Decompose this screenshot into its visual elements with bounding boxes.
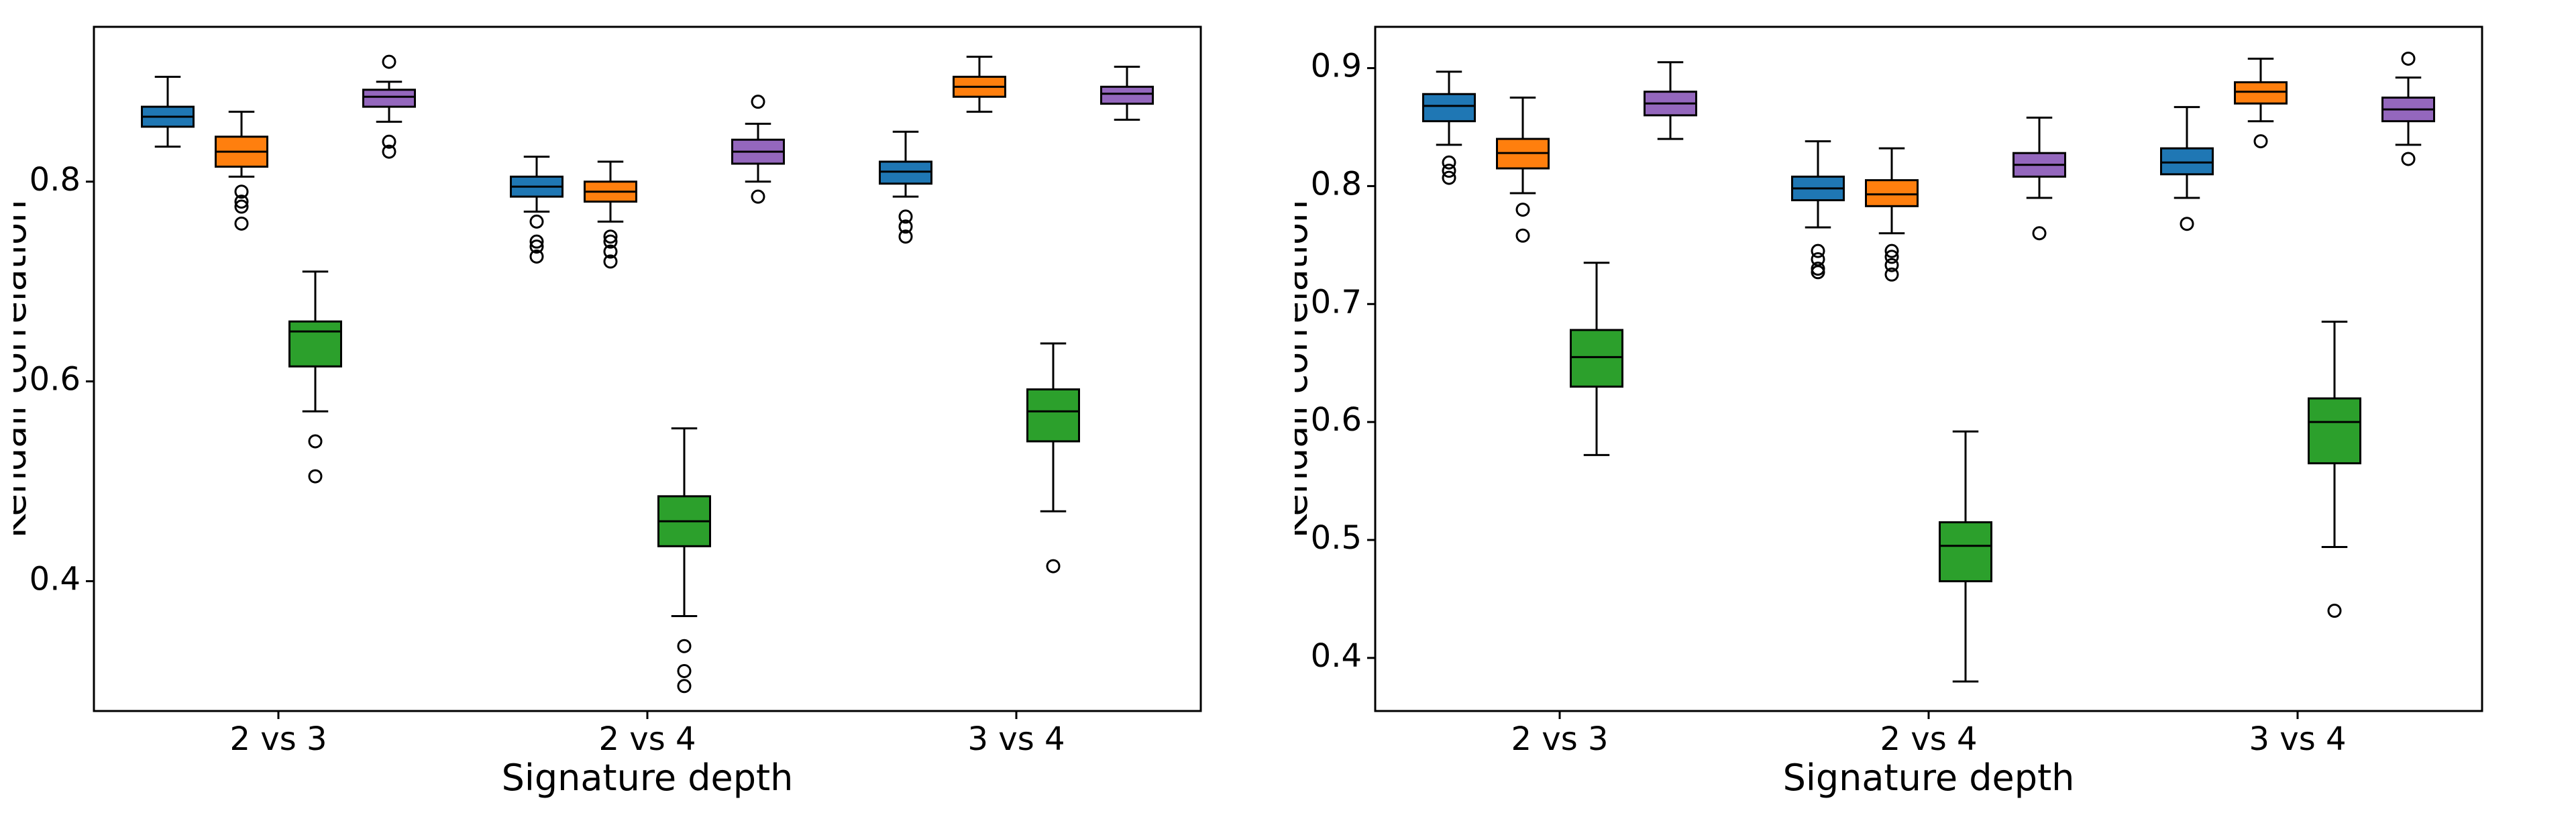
box-left-2vs4-blue <box>511 157 563 263</box>
flier-point <box>752 96 764 108</box>
box-left-3vs4-orange <box>954 57 1006 112</box>
flier-point <box>678 640 690 652</box>
y-tick-label: 0.5 <box>1311 519 1362 557</box>
flier-point <box>2328 605 2341 617</box>
box-left-2vs4-purple <box>733 96 784 203</box>
flier-point <box>1443 172 1455 184</box>
flier-point <box>2181 218 2193 230</box>
flier-point <box>1517 229 1529 241</box>
axes-frame <box>94 27 1201 711</box>
axes-frame <box>1375 27 2482 711</box>
box-right-3vs4-green <box>2309 322 2361 617</box>
box-right-3vs4-blue <box>2161 107 2213 230</box>
box-right-2vs4-green <box>1940 431 1992 681</box>
box-left-3vs4-green <box>1028 343 1079 572</box>
flier-point <box>2255 135 2267 148</box>
y-axis-title: Kendall correlation <box>13 200 34 538</box>
box-left-2vs3-green <box>290 272 341 482</box>
x-tick-label: 3 vs 4 <box>2249 720 2346 758</box>
flier-point <box>1047 560 1059 572</box>
box-left-2vs3-blue <box>142 76 194 146</box>
panel-left: 0.4 0.6 0.8 2 vs 3 2 vs 4 3 vs 4 Kendall corre… <box>13 20 1208 805</box>
panel-svg-left: 0.4 0.6 0.8 2 vs 3 2 vs 4 3 vs 4 Kendall corre… <box>13 20 1208 805</box>
y-tick-label: 0.6 <box>30 361 80 398</box>
box-right-2vs3-orange <box>1497 98 1549 242</box>
flier-point <box>2402 153 2414 165</box>
x-axis-title: Signature depth <box>502 757 794 799</box>
y-tick-label: 0.4 <box>1311 637 1362 675</box>
y-tick-label: 0.4 <box>30 560 80 598</box>
box-left-3vs4-blue <box>880 131 932 242</box>
box-right-2vs3-purple <box>1645 62 1697 139</box>
x-tick-label: 2 vs 4 <box>598 720 696 758</box>
flier-point <box>678 680 690 692</box>
box-right-3vs4-purple <box>2383 52 2434 164</box>
box-right-2vs4-blue <box>1792 142 1844 278</box>
box-left-2vs4-orange <box>585 162 637 268</box>
flier-point <box>531 215 543 227</box>
y-axis-title: Kendall correlation <box>1295 200 1316 538</box>
flier-point <box>1517 204 1529 216</box>
y-tick-label: 0.8 <box>1311 165 1362 203</box>
y-tick-label: 0.7 <box>1311 283 1362 321</box>
box-right-3vs4-orange <box>2235 58 2287 147</box>
panel-right: 0.4 0.5 0.6 0.7 0.8 0.9 2 vs 3 2 vs 4 3 vs 4 Kend… <box>1295 20 2489 805</box>
y-tick-label: 0.8 <box>30 161 80 199</box>
y-tick-label: 0.6 <box>1311 401 1362 439</box>
box-left-2vs4-green <box>659 429 710 692</box>
panel-svg-right: 0.4 0.5 0.6 0.7 0.8 0.9 2 vs 3 2 vs 4 3 vs 4 Kend… <box>1295 20 2489 805</box>
figure-root: 0.4 0.6 0.8 2 vs 3 2 vs 4 3 vs 4 Kendall corre… <box>0 0 2576 819</box>
box-right-2vs3-green <box>1571 263 1623 455</box>
x-tick-label: 2 vs 4 <box>1880 720 1977 758</box>
x-axis-title: Signature depth <box>1783 757 2075 799</box>
box-right-2vs4-purple <box>2014 117 2065 239</box>
box-right-2vs3-blue <box>1424 72 1475 184</box>
flier-point <box>2402 52 2414 64</box>
box-left-3vs4-purple <box>1102 67 1153 120</box>
x-tick-label: 2 vs 3 <box>229 720 327 758</box>
y-tick-label: 0.9 <box>1311 48 1362 85</box>
flier-point <box>678 665 690 677</box>
flier-point <box>235 217 248 229</box>
flier-point <box>752 190 764 203</box>
flier-point <box>309 470 321 482</box>
x-tick-label: 3 vs 4 <box>967 720 1065 758</box>
flier-point <box>383 56 395 68</box>
box-right-2vs4-orange <box>1866 148 1918 280</box>
box-left-2vs3-orange <box>216 112 268 230</box>
flier-point <box>2033 227 2045 239</box>
box-left-2vs3-purple <box>364 56 415 158</box>
flier-point <box>309 435 321 447</box>
x-tick-label: 2 vs 3 <box>1511 720 1608 758</box>
